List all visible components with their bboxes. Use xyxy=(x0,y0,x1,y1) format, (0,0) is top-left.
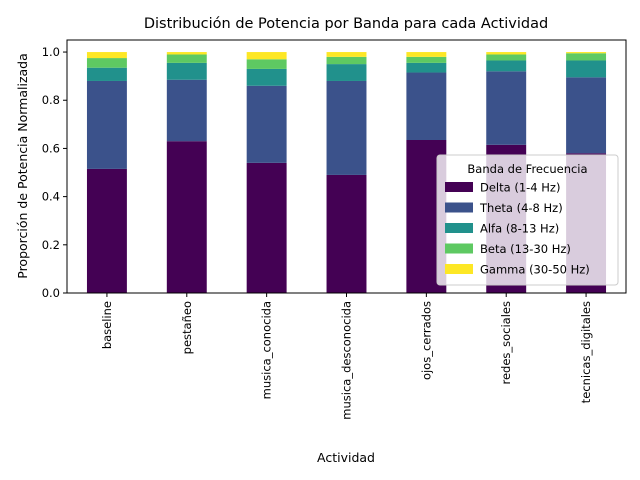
bar-segment-musica_desconocida-4 xyxy=(326,52,367,57)
y-axis-label: Proporción de Potencia Normalizada xyxy=(15,53,30,279)
bar-segment-pestañeo-1 xyxy=(166,79,207,142)
legend-swatch-1 xyxy=(445,202,473,213)
x-tick-label: redes_sociales xyxy=(499,301,513,385)
y-tick-label: 0.6 xyxy=(42,141,60,155)
bar-segment-baseline-0 xyxy=(86,168,127,293)
bar-segment-tecnicas_digitales-3 xyxy=(566,53,607,61)
bar-segment-pestañeo-4 xyxy=(166,52,207,55)
bar-segment-ojos_cerrados-3 xyxy=(406,56,447,63)
bar-segment-redes_sociales-2 xyxy=(486,60,527,72)
legend-swatch-4 xyxy=(445,264,473,274)
bar-segment-tecnicas_digitales-1 xyxy=(566,77,607,154)
y-tick-label: 0.4 xyxy=(42,190,60,204)
legend-label: Beta (13-30 Hz) xyxy=(480,242,571,256)
bar-segment-baseline-4 xyxy=(86,52,127,59)
y-tick-label: 1.0 xyxy=(42,45,60,59)
bar-segment-musica_desconocida-0 xyxy=(326,174,367,293)
bar-segment-tecnicas_digitales-2 xyxy=(566,60,607,78)
x-axis-label: Actividad xyxy=(317,450,375,465)
x-tick-label: pestañeo xyxy=(180,301,194,354)
legend-label: Delta (1-4 Hz) xyxy=(480,181,560,195)
bar-segment-pestañeo-0 xyxy=(166,141,207,293)
bar-segment-musica_conocida-2 xyxy=(246,68,287,86)
bar-segment-pestañeo-2 xyxy=(166,62,207,80)
legend-swatch-0 xyxy=(445,182,473,192)
bar-segment-pestañeo-3 xyxy=(166,54,207,63)
bar-segment-ojos_cerrados-2 xyxy=(406,62,447,73)
x-tick-label: tecnicas_digitales xyxy=(579,301,593,403)
bar-segment-musica_conocida-4 xyxy=(246,52,287,60)
legend-swatch-3 xyxy=(445,243,473,254)
bar-segment-musica_desconocida-1 xyxy=(326,80,367,175)
legend-box xyxy=(436,154,619,286)
bar-segment-redes_sociales-4 xyxy=(486,52,527,55)
bar-segment-musica_desconocida-2 xyxy=(326,64,367,81)
bar-segment-musica_conocida-1 xyxy=(246,85,287,163)
bar-segment-baseline-1 xyxy=(86,80,127,169)
chart-title: Distribución de Potencia por Banda para … xyxy=(144,16,548,32)
bar-segment-baseline-2 xyxy=(86,67,127,81)
x-tick-label: baseline xyxy=(100,301,114,349)
y-tick-label: 0.0 xyxy=(42,286,60,300)
x-tick-label: ojos_cerrados xyxy=(419,301,433,380)
legend-swatch-2 xyxy=(445,223,473,233)
legend-label: Gamma (30-50 Hz) xyxy=(480,263,590,277)
bar-segment-musica_desconocida-3 xyxy=(326,56,367,65)
x-tick-label: musica_conocida xyxy=(260,301,274,399)
x-tick-label: musica_desconocida xyxy=(340,301,354,420)
bar-segment-redes_sociales-1 xyxy=(486,71,527,145)
plot-area: 0.0 0.2 0.4 0.6 0.8 1.0 baseline pestañeo musica… xyxy=(42,39,627,420)
bar-segment-ojos_cerrados-4 xyxy=(406,52,447,57)
legend: Banda de Frecuencia Delta (1-4 Hz) Theta (… xyxy=(436,154,619,286)
bar-segment-musica_conocida-0 xyxy=(246,162,287,293)
legend-label: Theta (4-8 Hz) xyxy=(479,201,563,215)
y-tick-label: 0.2 xyxy=(42,238,60,252)
bar-segment-musica_conocida-3 xyxy=(246,59,287,69)
bar-segment-tecnicas_digitales-4 xyxy=(566,52,607,54)
bar-segment-ojos_cerrados-1 xyxy=(406,72,447,140)
legend-title: Banda de Frecuencia xyxy=(467,162,587,176)
bar-segment-baseline-3 xyxy=(86,58,127,68)
legend-label: Alfa (8-13 Hz) xyxy=(480,222,559,236)
y-tick-label: 0.8 xyxy=(42,93,60,107)
bar-segment-redes_sociales-3 xyxy=(486,54,527,61)
